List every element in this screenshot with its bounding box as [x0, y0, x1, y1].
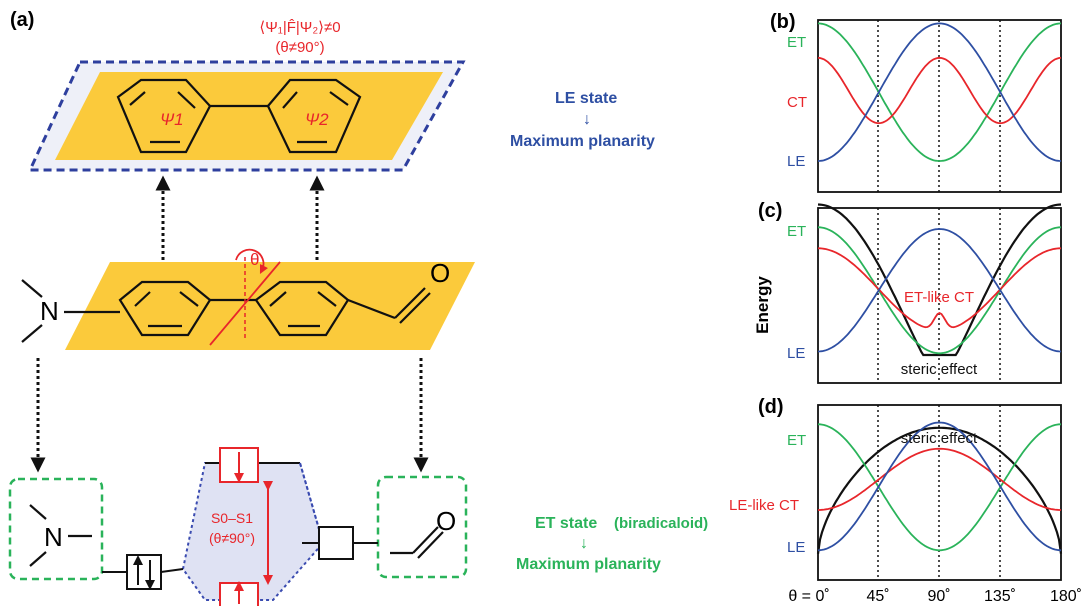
panel-d-label: (d): [758, 396, 784, 418]
d-le-label: LE: [787, 539, 805, 556]
et-planarity-text: Maximum planarity: [516, 556, 661, 573]
theta-label: θ: [250, 250, 259, 269]
curve-d-le: [817, 421, 1062, 552]
c-steric-label: steric effect: [901, 361, 978, 378]
panel-c-plot: [817, 203, 1062, 384]
s0s1-condition: (θ≠90°): [209, 530, 255, 546]
panel-b-label: (b): [770, 11, 796, 33]
curve-c-steric: [817, 203, 1062, 357]
b-et-label: ET: [787, 34, 806, 51]
panel-b-plot: [817, 19, 1062, 193]
le-state-text: LE state: [555, 90, 617, 107]
acceptor-oxygen: O: [436, 506, 456, 536]
psi1-label: Ψ1: [160, 110, 184, 129]
rotation-plane-line: [209, 261, 281, 346]
curve-d-ct: [818, 447, 1061, 511]
rotation-arrow: [235, 248, 269, 275]
x-tick-135: 135˚: [984, 588, 1016, 605]
curve-c-ct: [818, 247, 1061, 329]
le-down-arrow: ↓: [583, 111, 591, 128]
donor-fragment: [29, 504, 92, 567]
biphenyl-top: [116, 78, 362, 154]
curve-b-ct: [817, 56, 1062, 125]
curve-c-le: [817, 228, 1062, 353]
s0s1-label: S0–S1: [211, 510, 253, 526]
et-state-text: ET state: [535, 515, 597, 532]
curve-b-le: [817, 22, 1062, 162]
psi2-label: Ψ2: [305, 110, 329, 129]
donor-nitrogen: N: [44, 522, 63, 552]
d-steric-label: steric effect: [901, 430, 978, 447]
panel-c-label: (c): [758, 200, 782, 222]
et-down-arrow: ↓: [580, 535, 588, 552]
b-ct-label: CT: [787, 94, 807, 111]
d-le-like-ct-label: LE-like CT: [729, 497, 799, 514]
molecule-middle: [21, 279, 431, 343]
mo-diagram: [102, 447, 378, 606]
oxygen-atom: O: [430, 258, 450, 288]
c-et-label: ET: [787, 223, 806, 240]
matrix-element-text: ⟨Ψ₁|F̂|Ψ₂⟩≠0: [259, 19, 340, 36]
acceptor-fragment-box: [376, 475, 468, 579]
panel-d-plot: [816, 404, 1063, 581]
matrix-condition-text: (θ≠90°): [275, 39, 324, 56]
donor-fragment-box: [8, 477, 104, 581]
c-et-like-ct-label: ET-like CT: [904, 289, 974, 306]
curve-d-et: [818, 423, 1061, 552]
et-biradicaloid-text: (biradicaloid): [614, 515, 708, 532]
le-planarity-text: Maximum planarity: [510, 133, 655, 150]
energy-axis-label: Energy: [753, 276, 772, 334]
curve-b-et: [817, 22, 1062, 162]
curve-d-steric: [816, 426, 1063, 554]
curve-c-et: [818, 226, 1061, 355]
d-et-label: ET: [787, 432, 806, 449]
x-tick-180: 180˚: [1050, 588, 1082, 605]
nitrogen-atom: N: [40, 296, 59, 326]
acceptor-fragment: [390, 526, 444, 559]
panel-a-label: (a): [10, 9, 34, 31]
le-plane: [55, 72, 443, 160]
x-tick-45: 45˚: [866, 588, 889, 605]
b-le-label: LE: [787, 153, 805, 170]
x-tick-90: 90˚: [927, 588, 950, 605]
x-tick-0: θ = 0˚: [788, 588, 829, 605]
c-le-label: LE: [787, 345, 805, 362]
